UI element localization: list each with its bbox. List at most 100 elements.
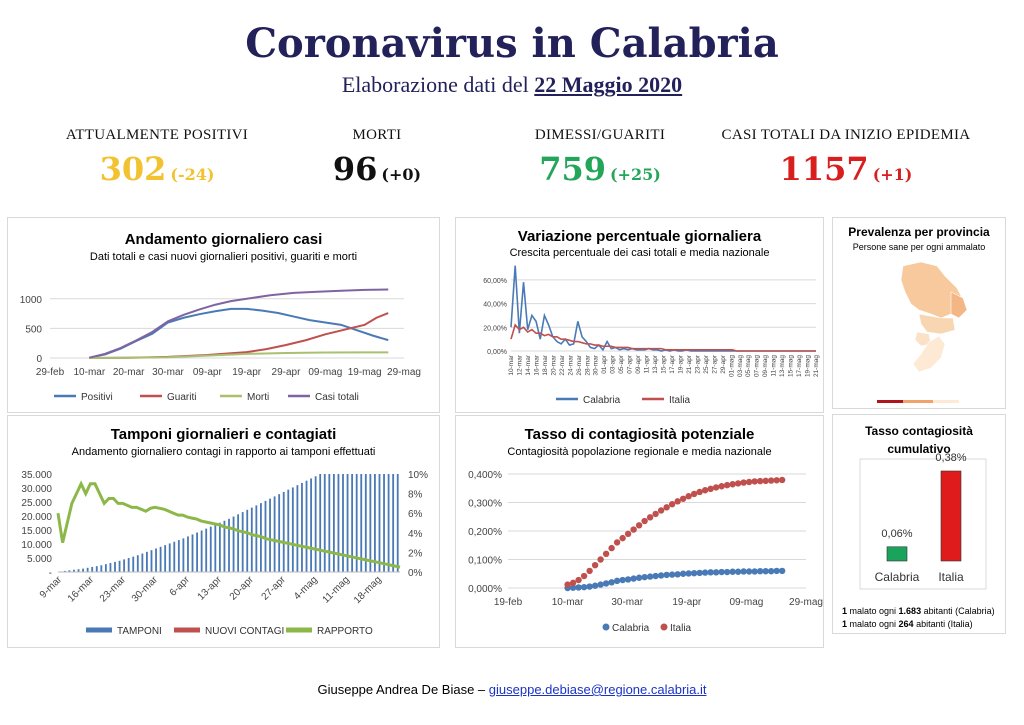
point-italia [569,579,577,587]
x-tick-label: 13-apr [652,354,659,374]
bar-tamponi [319,474,322,572]
stat-value: 96 (+0) [247,150,507,188]
note-bold: 264 [898,619,914,629]
bar-tamponi [351,474,354,572]
y-tick-label: 0,300% [468,499,502,510]
point-calabria [619,576,626,584]
bar-tamponi [301,482,303,572]
subtitle-prefix: Elaborazione dati del [341,72,529,97]
bar-tamponi [132,556,135,572]
x-tick-label: 19-apr [232,367,262,378]
point-calabria [591,582,599,589]
point-calabria [624,576,632,583]
x-tick-label: 03-apr [610,354,617,374]
y-tick-label: 40,00% [483,302,507,309]
x-tick-label: 10-mar [73,367,105,378]
point-italia [690,490,698,498]
x-tick-label: 30-mar [593,354,600,375]
point-italia [674,498,681,505]
y-tick-label: 25.000 [21,498,52,509]
footer-email-link[interactable]: giuseppe.debiase@regione.calabria.it [488,682,707,697]
x-tick-label: 30-mar [152,367,184,378]
point-calabria [674,571,681,578]
point-italia [745,478,753,486]
y-tick-label: 10.000 [21,540,52,551]
x-tick-label: 11-mag [321,574,352,605]
point-italia [751,478,758,485]
legend-label: Morti [247,392,269,403]
bar-tamponi [196,532,198,572]
chart-variation-panel: Variazione percentuale giornaliera Cresc… [455,217,824,413]
point-calabria [641,573,648,581]
point-calabria [652,572,659,580]
point-italia [756,477,764,485]
note-bold: 1 [842,619,848,629]
chart-tasso: 0,000% 0,100% 0,200% 0,300% 0,400% 19-feb 10-m… [468,470,823,634]
stat-delta: (+1) [872,165,913,184]
bar-tamponi [68,570,71,572]
point-calabria [690,569,698,577]
point-italia [624,530,632,538]
point-italia [619,534,626,542]
bar-tamponi [155,548,157,572]
legend-swatch [660,623,668,631]
y2-tick-label: 4% [408,529,423,540]
bar-tamponi [150,550,153,572]
x-tick-label: 17-mag [796,355,803,377]
point-calabria [668,571,676,578]
point-italia [635,522,643,529]
y-tick-label: 30.000 [21,484,52,495]
chart-title: Tamponi giornalieri e contagiati [110,426,337,443]
point-calabria [635,574,643,581]
point-italia [652,510,659,518]
bar-tamponi [310,478,312,572]
x-tick-label: 19-mag [805,355,812,377]
point-calabria [602,580,610,587]
y-tick-label: - [49,568,52,579]
x-tick-label: 21-apr [686,354,693,374]
series-line-calabria [510,265,816,352]
bar-tamponi [273,496,276,572]
bar-tamponi [114,561,116,572]
bar-tamponi [182,538,185,572]
bar-tamponi [159,546,162,572]
chart-daily-panel: Andamento giornaliero casi Dati totali e… [7,217,440,413]
y-tick-label: 0,00% [487,349,507,356]
x-tick-label: 29-feb [36,367,65,378]
data-label: 0,38% [935,452,966,464]
bar-tamponi [346,474,349,572]
legend-label: Calabria [583,395,621,406]
bar-tamponi [123,559,126,572]
point-calabria [740,568,747,575]
bar-tamponi [100,565,103,572]
bar-tamponi [250,507,253,572]
legend-label: Calabria [612,623,650,634]
legend-label: Casi totali [315,392,359,403]
x-tick-label: 11-apr [644,354,651,373]
x-tick-label: 15-apr [661,354,668,374]
map-province-vibo [914,331,932,347]
x-tick-label: 23-apr [694,354,701,374]
bar-tamponi [246,509,249,572]
x-tick-label: 01-apr [601,354,608,374]
y-tick-label: 1000 [20,295,43,306]
chart-subtitle: Andamento giornaliero contagi in rapport… [71,446,376,458]
x-tick-label: 22-mar [559,354,566,375]
x-tick-label: 05-mag [745,355,752,377]
bar-tamponi [136,555,139,572]
series-line-morti [89,351,389,359]
legend-label: RAPPORTO [317,626,373,637]
point-italia [685,493,692,500]
y2-tick-label: 6% [408,509,423,520]
point-italia [729,481,736,488]
subtitle-date: 22 Maggio 2020 [534,72,683,97]
point-italia [740,479,747,486]
x-tick-label: 09-apr [635,354,642,374]
note-calabria: 1 malato ogni 1.683 abitanti (Calabria) [842,605,995,617]
point-calabria [630,575,637,582]
point-italia [701,487,709,494]
prevalence-title: Prevalenza per provincia [848,225,990,239]
point-italia [564,581,571,588]
legend-label: NUOVI CONTAGI [205,626,284,637]
bar-tamponi [374,474,376,572]
